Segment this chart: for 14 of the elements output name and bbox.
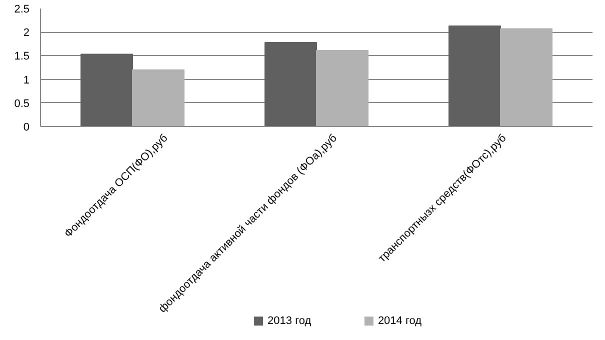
y-tick-label: 2	[23, 27, 30, 40]
bar	[132, 69, 185, 126]
legend-label: 2014 год	[378, 315, 422, 328]
y-tick-label: 1	[23, 74, 30, 86]
bar	[264, 42, 317, 126]
y-tick-label: 2.5	[14, 4, 30, 16]
bar	[80, 54, 133, 126]
y-tick-label: 0.5	[14, 98, 30, 110]
bar	[500, 28, 553, 126]
legend-label: 2013 год	[268, 315, 312, 328]
bar	[448, 25, 501, 126]
bar	[316, 50, 369, 126]
y-tick-label: 0	[23, 122, 30, 134]
y-tick-label: 1.5	[14, 50, 30, 63]
